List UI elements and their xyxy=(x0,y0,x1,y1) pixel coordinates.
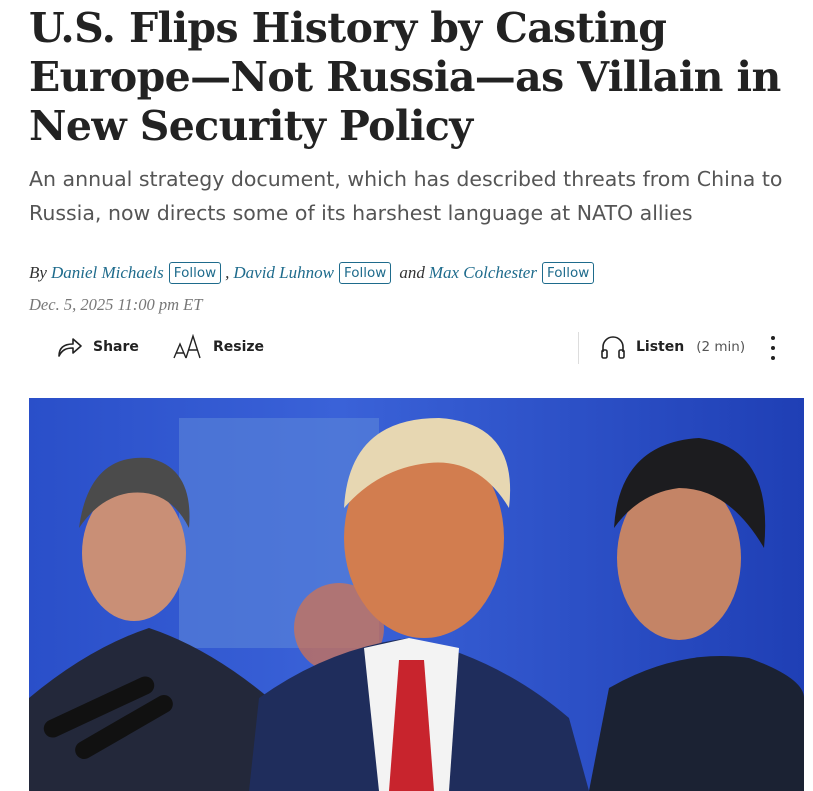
resize-label: Resize xyxy=(213,339,265,355)
listen-button[interactable]: Listen (2 min) xyxy=(600,333,745,361)
separator: , xyxy=(225,263,230,282)
listen-duration: (2 min) xyxy=(696,339,746,355)
share-label: Share xyxy=(93,339,139,355)
resize-icon xyxy=(173,334,201,359)
share-icon xyxy=(58,338,82,357)
by-label: By xyxy=(29,263,47,282)
headphones-icon xyxy=(601,336,625,359)
toolbar-divider xyxy=(578,332,579,364)
follow-button[interactable]: Follow xyxy=(168,262,222,284)
headline: U.S. Flips History by Casting Europe—Not… xyxy=(29,4,781,150)
publish-date: Dec. 5, 2025 11:00 pm ET xyxy=(29,295,203,314)
listen-label: Listen xyxy=(636,339,685,355)
share-button[interactable]: Share xyxy=(55,333,139,361)
more-vertical-icon[interactable] xyxy=(766,334,780,362)
follow-button[interactable]: Follow xyxy=(338,262,392,284)
article-hero-photo xyxy=(29,398,804,791)
subheadline: An annual strategy document, which has d… xyxy=(29,167,783,225)
byline: By Daniel Michaels Follow , David Luhnow… xyxy=(29,262,598,284)
and-label: and xyxy=(399,263,425,282)
author-link[interactable]: Daniel Michaels xyxy=(50,263,164,282)
author-link[interactable]: Max Colchester xyxy=(428,263,537,282)
photo-illustration xyxy=(29,418,804,791)
resize-button[interactable]: Resize xyxy=(173,333,264,361)
author-link[interactable]: David Luhnow xyxy=(233,263,334,282)
follow-button[interactable]: Follow xyxy=(541,262,595,284)
